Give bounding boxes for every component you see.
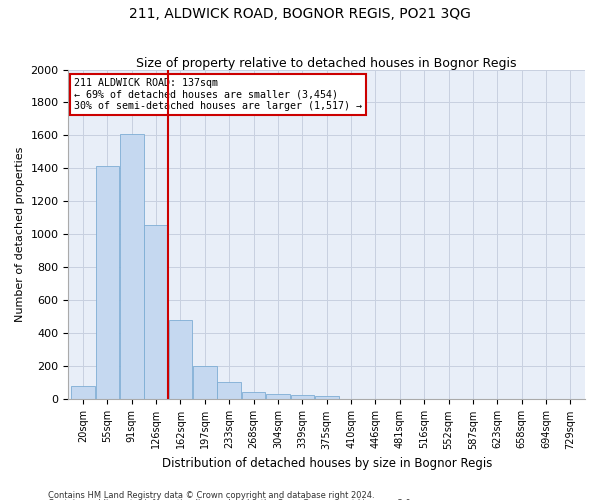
Bar <box>145 226 168 400</box>
Y-axis label: Number of detached properties: Number of detached properties <box>15 147 25 322</box>
Text: 211 ALDWICK ROAD: 137sqm
← 69% of detached houses are smaller (3,454)
30% of sem: 211 ALDWICK ROAD: 137sqm ← 69% of detach… <box>74 78 362 111</box>
Bar <box>266 394 290 400</box>
Text: Contains HM Land Registry data © Crown copyright and database right 2024.: Contains HM Land Registry data © Crown c… <box>48 490 374 500</box>
Bar <box>315 396 338 400</box>
Bar <box>95 166 119 400</box>
Bar <box>169 320 193 400</box>
Title: Size of property relative to detached houses in Bognor Regis: Size of property relative to detached ho… <box>136 56 517 70</box>
Bar <box>71 386 95 400</box>
Bar <box>217 382 241 400</box>
X-axis label: Distribution of detached houses by size in Bognor Regis: Distribution of detached houses by size … <box>161 457 492 470</box>
Text: 211, ALDWICK ROAD, BOGNOR REGIS, PO21 3QG: 211, ALDWICK ROAD, BOGNOR REGIS, PO21 3Q… <box>129 8 471 22</box>
Bar <box>290 396 314 400</box>
Bar <box>193 366 217 400</box>
Bar <box>120 134 143 400</box>
Bar <box>242 392 265 400</box>
Text: Contains public sector information licensed under the Open Government Licence v3: Contains public sector information licen… <box>48 499 413 500</box>
